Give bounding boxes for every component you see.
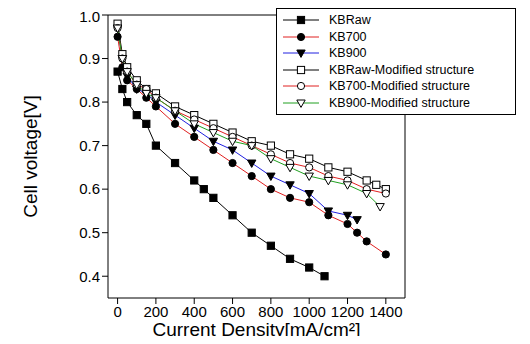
svg-text:0.5: 0.5 [79,224,100,241]
svg-text:1400: 1400 [369,303,402,320]
html-text:KB700-Modified structure: KB700-Modified structure [329,79,470,94]
svg-text:Cell voltage[V]: Cell voltage[V] [20,95,41,218]
svg-text:0.7: 0.7 [79,137,100,154]
html-text:KBRaw-Modified structure: KBRaw-Modified structure [329,62,475,77]
html-text:KB900: KB900 [329,46,367,61]
html-text:KB700: KB700 [329,29,367,44]
html-text:KB900-Modified structure: KB900-Modified structure [329,95,470,110]
svg-text:0.9: 0.9 [79,50,100,67]
svg-text:400: 400 [182,303,207,320]
svg-text:0.6: 0.6 [79,180,100,197]
html-text:KBRaw: KBRaw [329,13,371,28]
svg-text:1000: 1000 [293,303,326,320]
svg-text:0: 0 [113,303,121,320]
svg-text:0.4: 0.4 [79,268,100,285]
svg-text:1200: 1200 [331,303,364,320]
svg-text:1.0: 1.0 [79,8,100,25]
svg-text:800: 800 [258,303,283,320]
svg-text:200: 200 [143,303,168,320]
svg-text:600: 600 [220,303,245,320]
svg-text:Current Density[mA/cm²]: Current Density[mA/cm²] [153,319,361,336]
svg-text:0.8: 0.8 [79,93,100,110]
